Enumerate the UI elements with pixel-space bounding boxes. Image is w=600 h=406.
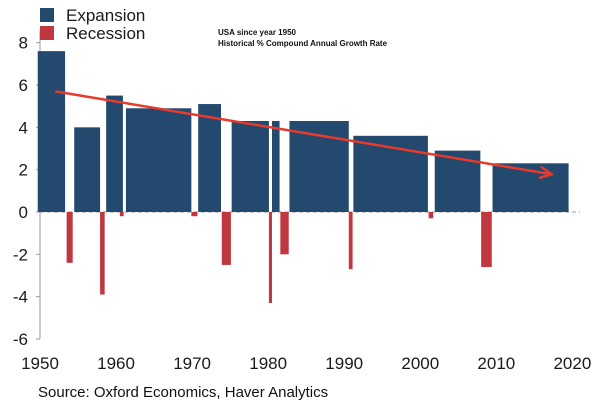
recession-bar	[280, 212, 289, 255]
y-tick-label: 6	[19, 76, 28, 95]
recession-bar	[348, 212, 353, 270]
y-tick-label: -4	[13, 288, 28, 307]
bars	[37, 51, 569, 304]
x-tick-label: 1970	[173, 354, 211, 373]
y-tick-label: 2	[19, 161, 28, 180]
source-note: Source: Oxford Economics, Haver Analytic…	[38, 384, 329, 401]
expansion-bar	[106, 95, 123, 212]
expansion-bar	[125, 108, 192, 212]
legend: Expansion Recession	[40, 6, 145, 43]
recession-bar	[428, 212, 434, 219]
y-tick-label: 8	[19, 34, 28, 53]
x-tick-label: 2000	[401, 354, 439, 373]
x-tick-label: 1990	[325, 354, 363, 373]
x-tick-label: 1960	[97, 354, 135, 373]
chart-note-line-2: Historical % Compound Annual Growth Rate	[218, 39, 388, 48]
trend-line-group	[55, 90, 549, 174]
x-tick-label: 2010	[477, 354, 515, 373]
expansion-bar	[74, 127, 101, 212]
legend-label-expansion: Expansion	[66, 6, 145, 25]
trend-arrow	[55, 90, 549, 174]
recession-bar	[221, 212, 231, 265]
x-tick-label: 2020	[553, 354, 591, 373]
y-tick-label: -2	[13, 245, 28, 264]
expansion-bar	[231, 120, 269, 212]
expansion-bar	[434, 150, 481, 212]
recession-bar	[66, 212, 73, 263]
chart-note-line-1: USA since year 1950	[218, 28, 297, 37]
recession-bar	[100, 212, 105, 295]
recession-bar	[268, 212, 272, 304]
expansion-bar	[271, 120, 280, 212]
recession-bar	[481, 212, 492, 268]
y-tick-label: 4	[19, 118, 28, 137]
legend-label-recession: Recession	[66, 24, 145, 43]
expansion-bar	[198, 104, 222, 212]
x-tick-label: 1950	[21, 354, 59, 373]
y-tick-label: -6	[13, 330, 28, 349]
legend-swatch-expansion	[40, 8, 54, 22]
axes: 8 6 4 2 0 -2 -4 -6 1950 1960 1970 1980 1990 2000 2010 2…	[13, 30, 591, 373]
recession-bar	[191, 212, 198, 217]
legend-swatch-recession	[40, 26, 54, 40]
recession-bar	[119, 212, 124, 217]
expansion-bar	[37, 51, 66, 213]
y-tick-label: 0	[19, 203, 28, 222]
x-tick-label: 1980	[249, 354, 287, 373]
